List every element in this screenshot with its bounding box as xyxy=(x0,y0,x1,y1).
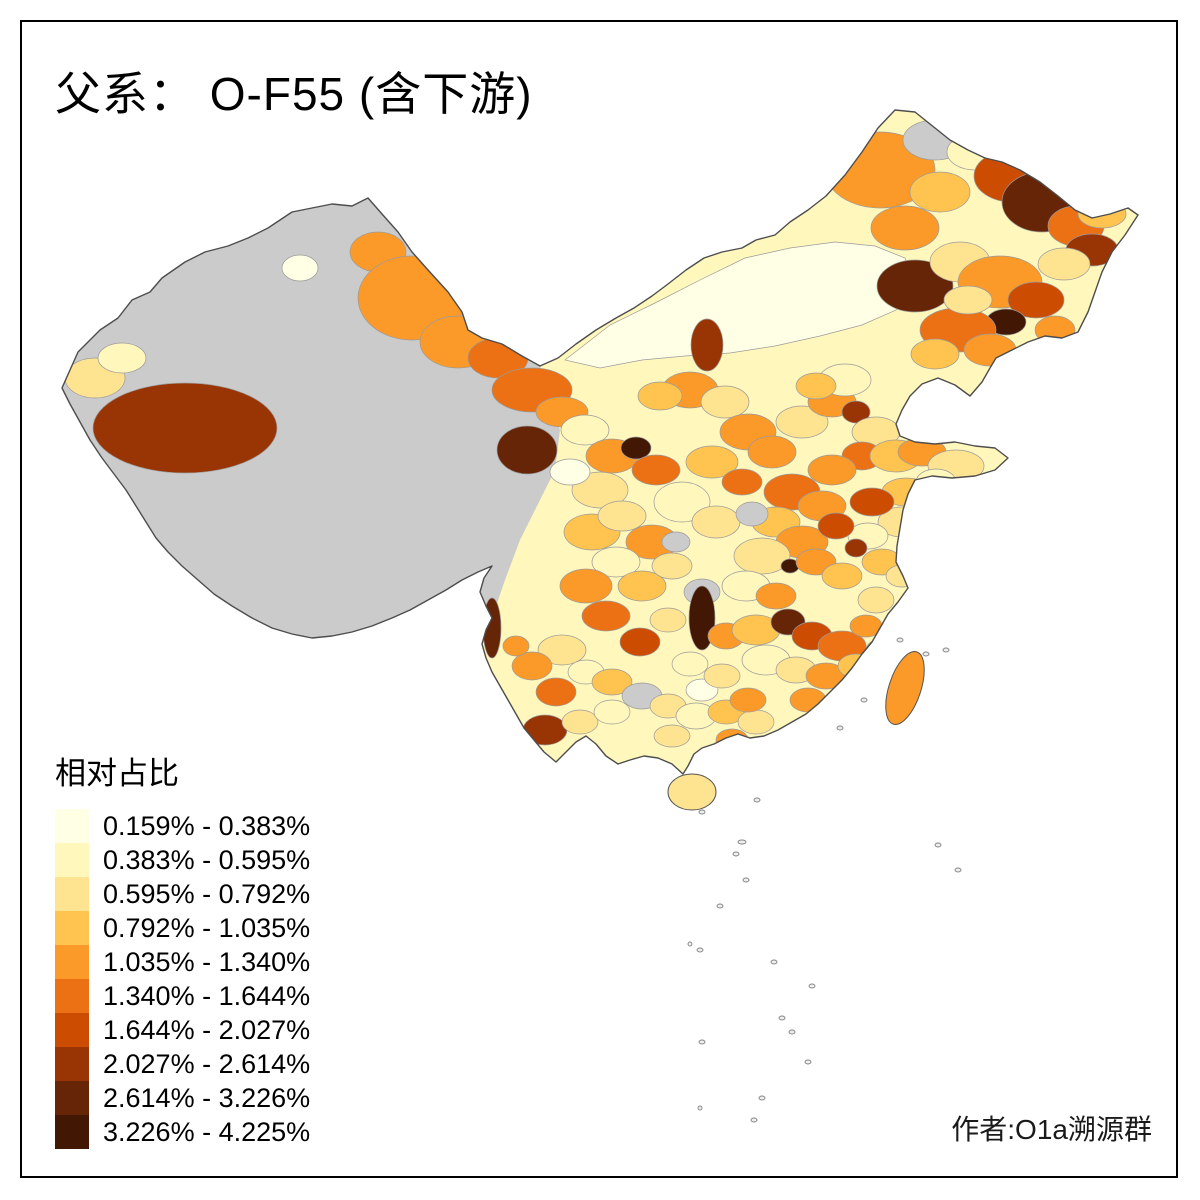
legend-swatch xyxy=(55,1047,89,1081)
legend-label: 3.226% - 4.225% xyxy=(103,1116,311,1147)
legend-swatch xyxy=(55,809,89,843)
legend-item: 1.340% - 1.644% xyxy=(55,979,310,1013)
legend-swatch xyxy=(55,843,89,877)
legend-item: 1.035% - 1.340% xyxy=(55,945,310,979)
legend-item: 0.595% - 0.792% xyxy=(55,877,310,911)
legend-swatch xyxy=(55,1115,89,1149)
legend-label: 1.644% - 2.027% xyxy=(103,1014,311,1045)
prefecture-patches xyxy=(64,110,1138,774)
legend-label: 0.159% - 0.383% xyxy=(103,810,311,841)
hainan-island xyxy=(667,773,717,811)
legend-swatch xyxy=(55,911,89,945)
legend-item: 0.792% - 1.035% xyxy=(55,911,310,945)
legend-label: 1.035% - 1.340% xyxy=(103,946,311,977)
legend-label: 0.383% - 0.595% xyxy=(103,844,311,875)
legend-label: 1.340% - 1.644% xyxy=(103,980,311,1011)
map-title: 父系： O-F55 (含下游) xyxy=(55,68,533,120)
legend-title: 相对占比 xyxy=(55,756,179,791)
legend-label: 2.027% - 2.614% xyxy=(103,1048,311,1079)
author-credit: 作者:O1a溯源群 xyxy=(951,1114,1152,1145)
legend-swatch xyxy=(55,1081,89,1115)
legend-label: 0.792% - 1.035% xyxy=(103,912,311,943)
legend-item: 3.226% - 4.225% xyxy=(55,1115,310,1149)
legend-item: 1.644% - 2.027% xyxy=(55,1013,310,1047)
legend-swatch xyxy=(55,1013,89,1047)
legend-item: 2.614% - 3.226% xyxy=(55,1081,310,1115)
legend-item: 2.027% - 2.614% xyxy=(55,1047,310,1081)
legend: 相对占比 0.159% - 0.383% 0.383% - 0.595% 0.5… xyxy=(55,748,310,1149)
legend-swatch xyxy=(55,979,89,1013)
taiwan-island xyxy=(885,651,925,725)
legend-swatch xyxy=(55,945,89,979)
legend-label: 0.595% - 0.792% xyxy=(103,878,311,909)
small-islands xyxy=(687,637,962,1123)
legend-item: 0.159% - 0.383% xyxy=(55,809,310,843)
national-boundary xyxy=(61,109,1139,775)
legend-item: 0.383% - 0.595% xyxy=(55,843,310,877)
legend-swatch xyxy=(55,877,89,911)
legend-label: 2.614% - 3.226% xyxy=(103,1082,311,1113)
